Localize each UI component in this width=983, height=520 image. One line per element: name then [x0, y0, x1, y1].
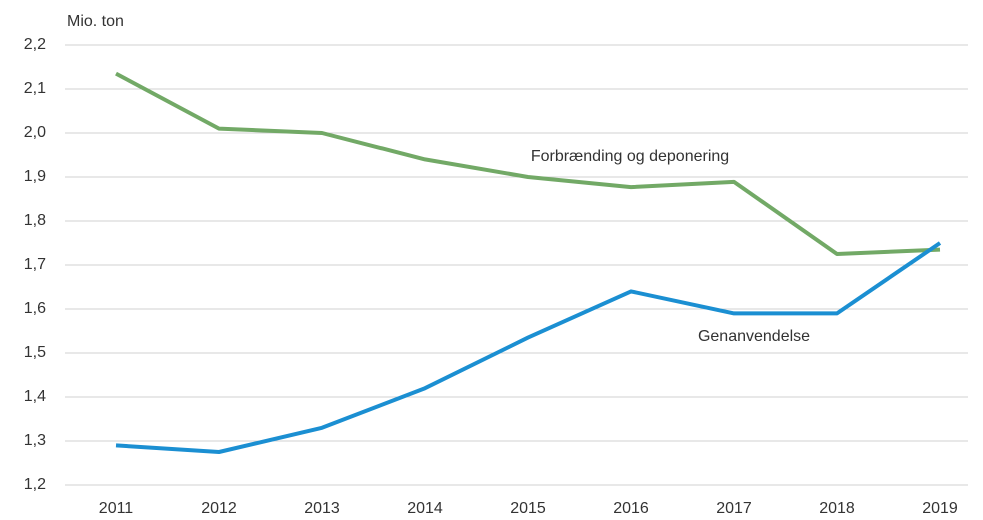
y-tick-label: 1,9 [24, 168, 46, 185]
y-tick-label: 1,3 [24, 432, 46, 449]
y-tick-label: 1,8 [24, 212, 46, 229]
y-tick-label: 2,2 [24, 36, 46, 53]
x-tick-label: 2013 [304, 500, 340, 517]
y-tick-label: 2,1 [24, 80, 46, 97]
x-tick-label: 2014 [407, 500, 443, 517]
series-label: Genanvendelse [698, 328, 810, 345]
y-tick-label: 1,6 [24, 300, 46, 317]
y-tick-label: 1,4 [24, 388, 46, 405]
x-tick-label: 2015 [510, 500, 546, 517]
series-label: Forbrænding og deponering [531, 148, 729, 165]
y-tick-label: 2,0 [24, 124, 46, 141]
series-line [115, 71, 941, 256]
y-axis-label: Mio. ton [67, 13, 124, 30]
series-line [115, 241, 942, 454]
x-tick-label: 2016 [613, 500, 649, 517]
x-tick-label: 2019 [922, 500, 958, 517]
y-tick-label: 1,5 [24, 344, 46, 361]
x-tick-label: 2018 [819, 500, 855, 517]
x-tick-label: 2017 [716, 500, 752, 517]
y-tick-label: 1,7 [24, 256, 46, 273]
y-tick-label: 1,2 [24, 476, 46, 493]
x-tick-label: 2012 [201, 500, 237, 517]
x-tick-label: 2011 [99, 500, 134, 517]
